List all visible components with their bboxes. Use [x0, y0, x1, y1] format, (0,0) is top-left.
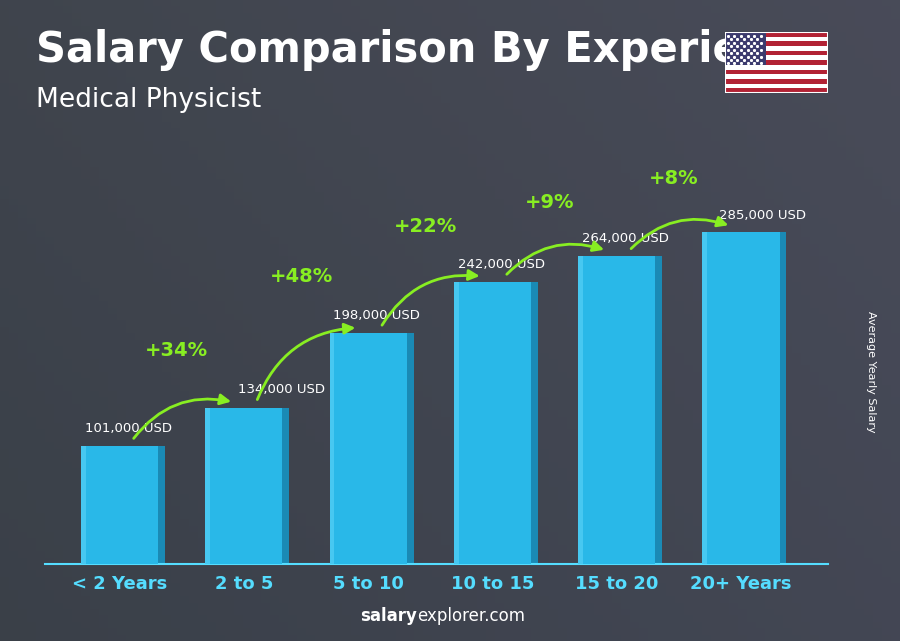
- Bar: [703, 232, 779, 564]
- Bar: [329, 333, 334, 564]
- Text: Average Yearly Salary: Average Yearly Salary: [866, 311, 877, 433]
- Bar: [81, 446, 158, 564]
- Text: +22%: +22%: [393, 217, 457, 237]
- Bar: [724, 65, 828, 69]
- Bar: [724, 83, 828, 88]
- Polygon shape: [407, 333, 414, 564]
- Bar: [724, 60, 828, 65]
- Bar: [81, 446, 86, 564]
- Text: Medical Physicist: Medical Physicist: [36, 87, 261, 113]
- Text: 264,000 USD: 264,000 USD: [582, 232, 669, 245]
- Text: 242,000 USD: 242,000 USD: [457, 258, 544, 271]
- Bar: [724, 88, 828, 93]
- Bar: [578, 256, 655, 564]
- Text: 101,000 USD: 101,000 USD: [85, 422, 172, 435]
- Bar: [578, 256, 583, 564]
- Bar: [724, 32, 766, 65]
- Text: explorer.com: explorer.com: [417, 607, 525, 625]
- Bar: [724, 51, 828, 56]
- Text: 198,000 USD: 198,000 USD: [333, 309, 420, 322]
- Bar: [724, 69, 828, 74]
- Bar: [724, 32, 828, 37]
- Text: Salary Comparison By Experience: Salary Comparison By Experience: [36, 29, 824, 71]
- Bar: [454, 282, 531, 564]
- Bar: [724, 37, 828, 42]
- Bar: [205, 408, 210, 564]
- Text: 134,000 USD: 134,000 USD: [238, 383, 325, 396]
- Bar: [724, 42, 828, 46]
- Text: salary: salary: [360, 607, 417, 625]
- Bar: [724, 56, 828, 60]
- Bar: [724, 74, 828, 79]
- Bar: [724, 79, 828, 83]
- Polygon shape: [779, 232, 787, 564]
- Bar: [329, 333, 407, 564]
- Polygon shape: [158, 446, 165, 564]
- Polygon shape: [655, 256, 662, 564]
- Text: +9%: +9%: [525, 193, 574, 212]
- Bar: [454, 282, 458, 564]
- Text: +8%: +8%: [649, 169, 698, 188]
- Polygon shape: [283, 408, 289, 564]
- Text: +48%: +48%: [269, 267, 333, 287]
- Text: 285,000 USD: 285,000 USD: [718, 210, 806, 222]
- Polygon shape: [531, 282, 538, 564]
- Text: +34%: +34%: [145, 341, 208, 360]
- Bar: [724, 46, 828, 51]
- Bar: [205, 408, 283, 564]
- Bar: [703, 232, 707, 564]
